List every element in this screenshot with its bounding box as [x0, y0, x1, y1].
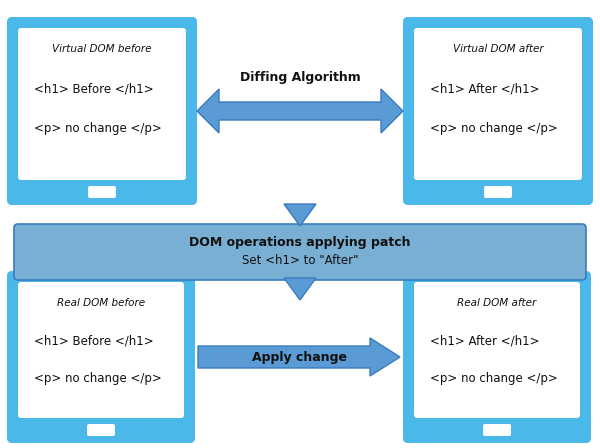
Text: Real DOM before: Real DOM before: [57, 298, 145, 308]
Text: Virtual DOM after: Virtual DOM after: [452, 44, 544, 54]
FancyBboxPatch shape: [18, 282, 184, 418]
Polygon shape: [284, 204, 316, 226]
Text: <p> no change </p>: <p> no change </p>: [34, 372, 162, 385]
FancyBboxPatch shape: [403, 271, 591, 443]
Text: <p> no change </p>: <p> no change </p>: [430, 372, 558, 385]
FancyBboxPatch shape: [88, 186, 116, 198]
Polygon shape: [284, 278, 316, 300]
Text: Real DOM after: Real DOM after: [457, 298, 536, 308]
Text: DOM operations applying patch: DOM operations applying patch: [189, 236, 411, 249]
FancyBboxPatch shape: [414, 28, 582, 180]
FancyBboxPatch shape: [7, 271, 195, 443]
Polygon shape: [197, 89, 403, 133]
FancyBboxPatch shape: [87, 424, 115, 436]
FancyBboxPatch shape: [403, 17, 593, 205]
FancyBboxPatch shape: [14, 224, 586, 280]
FancyBboxPatch shape: [414, 282, 580, 418]
Polygon shape: [198, 338, 400, 376]
Text: Set <h1> to "After": Set <h1> to "After": [242, 254, 358, 267]
Text: <h1> After </h1>: <h1> After </h1>: [430, 82, 539, 95]
Text: Apply change: Apply change: [251, 350, 347, 363]
FancyBboxPatch shape: [483, 424, 511, 436]
FancyBboxPatch shape: [18, 28, 186, 180]
Text: Diffing Algorithm: Diffing Algorithm: [239, 71, 361, 84]
Text: <h1> After </h1>: <h1> After </h1>: [430, 334, 539, 347]
FancyBboxPatch shape: [7, 17, 197, 205]
Text: <p> no change </p>: <p> no change </p>: [34, 122, 162, 135]
Text: <h1> Before </h1>: <h1> Before </h1>: [34, 334, 154, 347]
Text: <p> no change </p>: <p> no change </p>: [430, 122, 558, 135]
FancyBboxPatch shape: [484, 186, 512, 198]
Text: <h1> Before </h1>: <h1> Before </h1>: [34, 82, 154, 95]
Text: Virtual DOM before: Virtual DOM before: [52, 44, 152, 54]
